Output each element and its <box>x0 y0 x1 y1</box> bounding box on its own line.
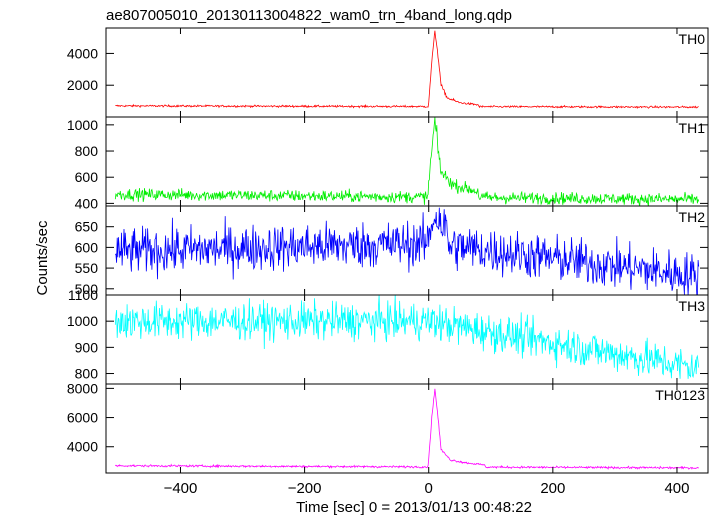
y-tick-label: 4000 <box>67 439 98 455</box>
chart-title: ae807005010_20130113004822_wam0_trn_4ban… <box>106 7 512 24</box>
series-line-th0123 <box>114 388 699 470</box>
panel-th1: 400 600 800 1000 TH1 <box>67 116 709 211</box>
x-axis-label: Time [sec] 0 = 2013/01/13 00:48:22 <box>296 499 532 516</box>
panel-frame <box>105 27 709 118</box>
y-tick-label: 800 <box>75 366 99 382</box>
panel-th2: 500 550 600 650 TH2 <box>75 205 709 297</box>
y-axis-label: Counts/sec <box>34 220 51 296</box>
panel-th0: 2000 4000 TH0 <box>67 27 709 118</box>
y-tick-label: 4000 <box>67 45 98 61</box>
panel-th3: 800 900 1000 1100 TH3 <box>67 287 709 385</box>
y-tick-label: 550 <box>75 260 99 276</box>
panel-label: TH0 <box>679 31 706 47</box>
x-tick-label: −200 <box>288 480 322 497</box>
panel-label: TH2 <box>679 209 706 225</box>
series-line-th3 <box>114 294 700 379</box>
y-tick-label: 6000 <box>67 410 98 426</box>
y-tick-label: 650 <box>75 219 99 235</box>
series-line-th2 <box>115 207 700 296</box>
y-tick-label: 8000 <box>67 380 98 396</box>
panel-label: TH1 <box>679 120 706 136</box>
y-tick-label: 600 <box>75 239 99 255</box>
y-tick-label: 500 <box>75 281 99 297</box>
x-tick-label: −400 <box>164 480 198 497</box>
y-tick-label: 1000 <box>67 313 98 329</box>
panel-label: TH3 <box>679 298 706 314</box>
panel-frame <box>105 116 709 207</box>
y-tick-label: 600 <box>75 169 99 185</box>
y-tick-label: 800 <box>75 143 99 159</box>
x-tick-label: 200 <box>540 480 565 497</box>
y-tick-label: 400 <box>75 195 99 211</box>
series-line-th0 <box>115 30 699 109</box>
y-tick-label: 900 <box>75 339 99 355</box>
panel-th0123: 4000 6000 8000 TH0123 <box>67 380 709 474</box>
panel-label: TH0123 <box>655 387 705 403</box>
panel-frame <box>105 383 709 474</box>
series-line-th1 <box>114 116 700 207</box>
y-tick-label: 1100 <box>68 287 98 303</box>
x-tick-label: 0 <box>425 480 433 497</box>
y-tick-label: 1000 <box>67 117 98 133</box>
y-tick-label: 2000 <box>67 77 98 93</box>
x-tick-label: 400 <box>664 480 689 497</box>
